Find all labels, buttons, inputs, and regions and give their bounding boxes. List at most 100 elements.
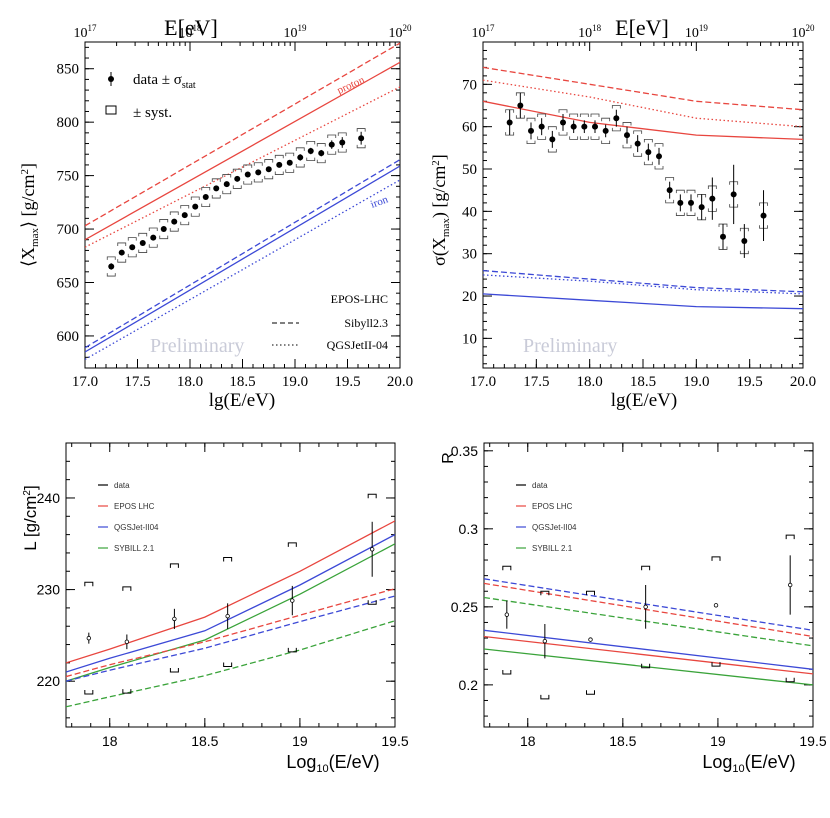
xmax-x-tick-label: 17.5	[124, 374, 150, 390]
sigma-data-point	[592, 123, 598, 130]
sigma-plot-frame	[482, 41, 804, 369]
xmax-syst-bracket-down	[148, 244, 158, 248]
R-data-point	[643, 604, 648, 610]
iron-annotation: iron	[369, 193, 390, 211]
sigma-data-point	[730, 191, 737, 198]
sigma-y-tick-label: 20	[462, 289, 477, 305]
xmax-syst-bracket-down	[138, 249, 148, 253]
sigma-data-point	[624, 132, 630, 139]
xmax-syst-bracket-up	[138, 232, 148, 237]
xmax-syst-bracket-down	[306, 157, 316, 162]
R-y-tick-label: 0.35	[451, 443, 478, 459]
xmax-syst-bracket-down	[285, 169, 295, 173]
sigma-series-line	[483, 100, 803, 141]
L-syst-bracket-up	[287, 542, 297, 547]
R-x-axis-label: Log10(E/eV)	[702, 752, 795, 775]
L-curves	[66, 520, 395, 708]
R-legend-label: SYBILL 2.1	[532, 544, 573, 553]
R-syst-bracket-up	[711, 556, 721, 561]
model-legend-qgsjet: QGSJetII-04	[327, 338, 388, 352]
L-x-tick-label: 18	[102, 733, 118, 749]
xmax-syst-bracket-up	[306, 141, 316, 145]
xmax-syst-bracket-down	[190, 213, 200, 217]
xmax-syst-bracket-up	[285, 152, 295, 157]
R-y-tick-label: 0.3	[459, 521, 479, 537]
xmax-data-point	[223, 181, 230, 188]
L-y-tick-label: 230	[37, 582, 61, 598]
xmax-syst-bracket-down	[180, 221, 190, 226]
sigma-series-line	[483, 269, 803, 293]
xmax-syst-bracket-down	[169, 228, 179, 232]
xmax-syst-bracket-up	[127, 237, 137, 241]
sigma-series-line	[483, 274, 803, 295]
sigma-top-tick-label: 1017	[472, 23, 496, 41]
xmax-syst-bracket-up	[201, 186, 211, 191]
xmax-data-point	[297, 154, 304, 161]
sigma-syst-bracket-down	[718, 246, 728, 250]
xmax-data-point	[234, 175, 241, 182]
sigma-syst-bracket-down	[515, 115, 525, 119]
xmax-syst-bracket-down	[356, 144, 366, 149]
xmax-series-line	[85, 61, 400, 241]
xmax-syst-bracket-up	[337, 132, 347, 136]
sigma-data-point	[741, 237, 748, 244]
sigma-y-tick-label: 60	[462, 120, 477, 136]
xmax-y-tick-label: 750	[57, 169, 80, 185]
R-data-point	[504, 612, 510, 617]
proton-annotation: proton	[335, 74, 367, 97]
R-curves	[484, 578, 813, 686]
sigma-data-point	[549, 136, 556, 143]
L-data-point	[124, 639, 130, 644]
L-plot-frame	[65, 442, 396, 728]
L-syst-bracket-down	[84, 690, 94, 695]
xmax-y-tick-label: 800	[57, 115, 80, 131]
sigma-x-tick-label: 18.0	[577, 374, 603, 390]
sigma-syst-bracket-up	[665, 177, 675, 181]
L-x-tick-label: 19.5	[381, 733, 408, 749]
sigma-syst-bracket-up	[569, 113, 579, 117]
xmax-x-tick-label: 18.0	[177, 374, 203, 390]
R-syst-bracket-down	[711, 662, 721, 667]
sigma-syst-bracket-down	[601, 140, 611, 145]
xmax-y-tick-label: 600	[57, 329, 80, 345]
R-series-line	[484, 629, 813, 670]
R-series-line	[484, 582, 813, 638]
xmax-syst-bracket-up	[180, 205, 190, 209]
R-plot-frame	[483, 442, 814, 728]
L-data-point	[172, 616, 177, 622]
xmax-syst-bracket-down	[274, 171, 284, 175]
R-y-axis-label: R	[440, 452, 457, 464]
R-syst-bracket-down	[585, 690, 595, 695]
xmax-syst-bracket-down	[327, 151, 337, 155]
sigma-x-tick-label: 19.5	[737, 374, 763, 390]
sigma-data-point	[760, 212, 767, 219]
xmax-x-tick-label: 17.0	[72, 374, 98, 390]
sigma-syst-bracket-down	[526, 140, 536, 145]
sigma-top-tick-label: 1018	[578, 23, 602, 41]
xmax-syst-bracket-up	[211, 178, 221, 182]
xmax-y-tick-label: 850	[57, 62, 80, 78]
sigma-syst-bracket-down	[643, 161, 653, 166]
sigma-data-point	[613, 115, 620, 122]
xmax-syst-bracket-up	[327, 134, 337, 138]
sigma-syst-bracket-down	[579, 136, 589, 140]
xmax-data-point	[150, 234, 157, 241]
model-legend-epos: EPOS-LHC	[331, 292, 388, 306]
sigma-syst-bracket-down	[686, 212, 696, 216]
sigma-x-tick-label: 20.0	[790, 374, 816, 390]
legend-data-label: data ± σstat	[133, 72, 196, 91]
sigma-data-point	[720, 233, 726, 240]
xmax-data-point	[276, 161, 283, 168]
sigma-top-tick-label: 1020	[792, 23, 816, 41]
xmax-syst-bracket-up	[274, 154, 284, 159]
L-series-line	[66, 595, 395, 682]
xmax-syst-bracket-up	[222, 174, 232, 178]
xmax-y-tick-label: 650	[57, 275, 80, 291]
L-data-point	[86, 635, 92, 641]
model-legend-sibyll: Sibyll2.3	[344, 316, 388, 330]
sigma-data-point	[538, 123, 545, 130]
legend-syst-marker	[105, 105, 117, 115]
sigma-syst-bracket-down	[590, 136, 600, 140]
xmax-x-tick-label: 18.5	[229, 374, 255, 390]
